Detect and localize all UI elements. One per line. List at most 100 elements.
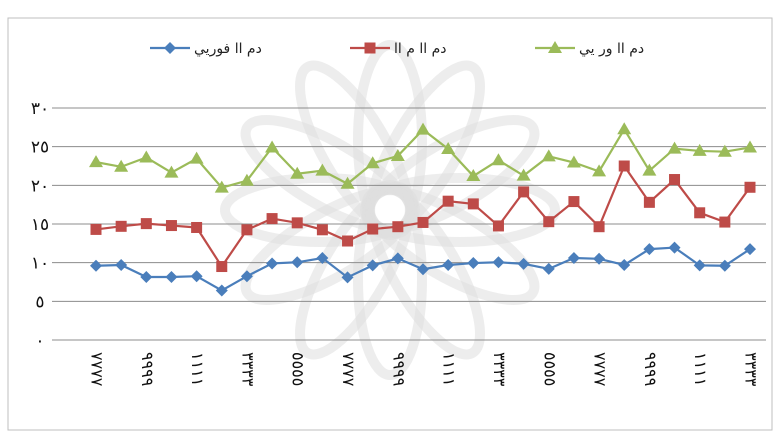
data-point [266,213,278,225]
data-point [89,155,103,168]
y-tick-label: ٢٥ [31,138,49,158]
data-point [416,122,430,135]
data-point [441,141,456,154]
data-point [592,164,607,177]
data-point [467,198,479,210]
data-point [669,174,681,186]
chart-border [7,17,773,431]
x-tick-label: ٣٣٣٣ [742,352,761,387]
data-point [593,252,606,265]
data-point [315,163,330,176]
x-tick-label: ٧٧٧٧ [88,352,107,387]
data-point [668,241,681,254]
gridlines [52,107,766,341]
data-point [568,196,580,208]
data-point [417,263,429,276]
data-point [518,186,530,198]
data-point [618,258,631,271]
data-point [316,252,329,265]
legend-item-2: دم اا م اا [350,41,446,57]
data-point [693,259,706,272]
data-point [190,270,203,283]
data-point [391,252,404,265]
data-point [618,160,630,172]
x-tick-label: ١١١١ [691,352,710,386]
data-point [266,257,279,270]
legend: دم اا فوريي دم اا م اا دم اا ور يي [150,41,644,57]
data-point [442,195,454,207]
data-point [215,284,228,297]
data-point [516,168,531,181]
data-point [214,180,229,193]
series-1 [90,241,756,297]
series-layer [89,122,757,297]
data-point [390,148,405,161]
data-point [617,122,632,135]
data-point [542,262,555,275]
data-point [140,218,152,230]
data-point [719,216,731,228]
data-point [643,196,655,208]
data-point [667,141,682,154]
legend-label: دم اا م اا [394,41,446,57]
x-axis-ticks: ٧٧٧٧ ٩٩٩٩ ١١١١ ٣٣٣٣ ٥٥٥٥ ٧٧٧٧ ٩٩٩٩ ١١١١ ٣٣٣٣ ٥٥٥٥… [88,352,761,387]
data-point [164,165,179,178]
data-point [367,223,379,235]
x-tick-label: ٣٣٣٣ [490,352,509,387]
data-point [491,153,506,166]
data-point [165,220,177,232]
legend-marker [164,42,176,54]
data-point [114,159,129,172]
data-point [567,252,580,265]
series-2 [90,160,756,273]
x-tick-label: ٣٣٣٣ [238,352,257,387]
data-point [365,156,380,169]
y-tick-label: ٥ [35,292,44,312]
data-point [265,140,280,153]
data-point [115,258,128,271]
watermark-logo [220,40,560,380]
data-point [342,235,354,247]
data-point [466,169,481,182]
y-tick-label: ٢٠ [31,176,49,196]
data-point [593,221,605,233]
x-tick-label: ٥٥٥٥ [540,352,559,386]
data-point [341,271,354,284]
data-point [90,259,102,272]
data-point [290,166,305,179]
x-tick-label: ٧٧٧٧ [339,352,358,387]
data-point [492,256,505,269]
data-point [139,150,154,163]
data-point [291,256,304,269]
data-point [717,144,732,157]
y-tick-label: ٣٠ [31,99,49,119]
data-point [165,270,178,283]
x-tick-label: ١١١١ [440,352,459,386]
x-tick-label: ٩٩٩٩ [138,352,157,386]
data-point [392,221,404,233]
data-point [718,259,731,272]
data-point [692,143,707,156]
data-point [291,217,303,229]
data-point [239,173,254,186]
data-point [467,257,480,270]
data-point [115,220,127,232]
legend-item-1: دم اا فوريي [150,41,262,57]
x-tick-label: ٩٩٩٩ [389,352,408,386]
data-point [743,140,757,153]
x-tick-label: ٧٧٧٧ [591,352,610,387]
data-point [240,270,253,283]
y-axis-ticks: ٠ ٥ ١٠ ١٥ ٢٠ ٢٥ ٣٠ [31,99,49,351]
data-point [517,257,530,270]
data-point [191,221,203,233]
data-point [543,216,555,228]
data-point [90,223,102,235]
legend-item-3: دم اا ور يي [535,41,644,57]
data-point [642,163,657,176]
data-point [442,258,455,271]
data-point [216,261,228,273]
data-point [366,259,379,272]
y-tick-label: ٠ [35,331,44,351]
legend-label: دم اا ور يي [579,41,644,57]
